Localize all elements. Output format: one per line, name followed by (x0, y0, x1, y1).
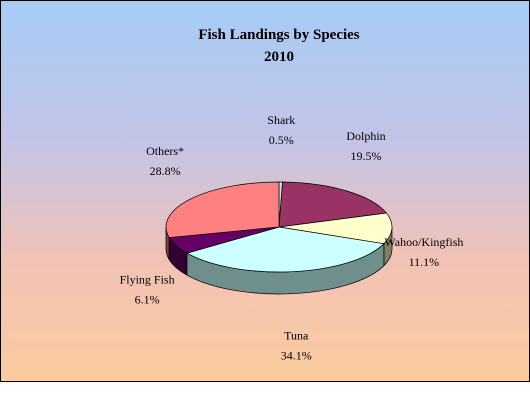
slice-value-flying-fish: 6.1% (135, 292, 160, 306)
slice-value-dolphin: 19.5% (350, 149, 381, 163)
slice-value-others: 28.8% (150, 164, 181, 178)
slice-value-tuna: 34.1% (281, 348, 312, 362)
pie-slice-dolphin (278, 181, 388, 228)
slice-label-shark: Shark (267, 113, 295, 127)
slice-value-shark: 0.5% (269, 133, 294, 147)
slice-label-dolphin: Dolphin (346, 129, 385, 143)
chart-area: Fish Landings by Species 2010 Shark 0.5% D… (0, 0, 530, 382)
slice-label-others: Others* (146, 144, 184, 158)
pie-slice-others (165, 181, 280, 238)
slice-labels: Shark 0.5% Dolphin 19.5% Wahoo/Kingfish 11.1%… (120, 113, 464, 362)
chart-subtitle: 2010 (264, 49, 294, 65)
slice-label-wahoo-kingfish: Wahoo/Kingfish (384, 235, 463, 249)
pie-slices (165, 181, 393, 295)
slice-label-tuna: Tuna (284, 328, 309, 342)
slice-value-wahoo-kingfish: 11.1% (409, 255, 440, 269)
pie-chart: Fish Landings by Species 2010 Shark 0.5% D… (120, 27, 464, 362)
pie-slice-wahoo-kingfish (278, 212, 393, 245)
slice-label-flying-fish: Flying Fish (120, 272, 175, 286)
pie-slice-tuna (186, 226, 385, 273)
chart-title: Fish Landings by Species (198, 27, 359, 43)
